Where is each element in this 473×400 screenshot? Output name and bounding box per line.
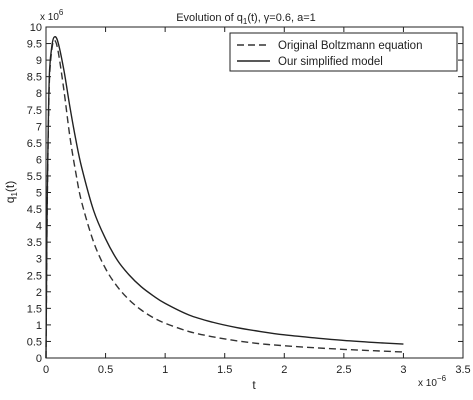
y-tick-label: 8 [36, 88, 42, 100]
y-tick-label: 6.5 [27, 138, 42, 150]
y-tick-label: 10 [30, 22, 42, 34]
y-tick-label: 2.5 [27, 270, 42, 282]
y-tick-label: 2 [36, 287, 42, 299]
series-line-original-boltzmann [45, 39, 404, 359]
y-tick-label: 7 [36, 121, 42, 133]
y-tick-label: 0 [36, 353, 42, 365]
y-tick-label: 6 [36, 154, 42, 166]
legend-entry-simplified-model: Our simplified model [278, 56, 383, 68]
y-axis: 0 0.5 1 1.5 2 2.5 3 3.5 4 4.5 5 5.5 6 6.5 7 7.5 8 8.5 9 9.5… [27, 22, 463, 365]
y-axis-multiplier: x 106 [40, 8, 64, 23]
y-tick-label: 4 [36, 221, 42, 233]
legend: Original Boltzmann equation Our simplifi… [229, 32, 458, 72]
x-tick-label: 3 [400, 364, 406, 376]
series-layer [45, 36, 404, 359]
y-tick-label: 1.5 [27, 303, 42, 315]
y-tick-label: 5.5 [27, 171, 42, 183]
y-tick-label: 9 [36, 55, 42, 67]
x-tick-label: 3.5 [455, 364, 470, 376]
x-axis-label: t [252, 378, 256, 392]
y-tick-label: 3.5 [27, 237, 42, 249]
y-tick-label: 3 [36, 254, 42, 266]
y-tick-label: 5 [36, 188, 42, 200]
y-tick-label: 7.5 [27, 105, 42, 117]
x-tick-label: 2.5 [336, 364, 351, 376]
y-tick-label: 1 [36, 320, 42, 332]
x-tick-label: 0.5 [98, 364, 113, 376]
x-tick-label: 1 [162, 364, 168, 376]
series-line-simplified-model [45, 36, 404, 359]
y-axis-label: q1(t) [3, 181, 19, 203]
y-tick-label: 9.5 [27, 39, 42, 51]
legend-entry-original-boltzmann: Original Boltzmann equation [278, 40, 422, 52]
x-axis: 0 0.5 1 1.5 2 2.5 3 3.5 [43, 27, 471, 376]
legend-box [229, 32, 458, 72]
y-tick-label: 4.5 [27, 204, 42, 216]
x-tick-label: 1.5 [217, 364, 232, 376]
x-axis-multiplier: x 10−6 [418, 374, 447, 389]
y-tick-label: 0.5 [27, 336, 42, 348]
chart-title: Evolution of q1(t), γ=0.6, a=1 [176, 12, 316, 26]
plot-frame [45, 26, 464, 359]
y-tick-label: 8.5 [27, 72, 42, 84]
x-tick-label: 0 [43, 364, 49, 376]
x-tick-label: 2 [281, 364, 287, 376]
